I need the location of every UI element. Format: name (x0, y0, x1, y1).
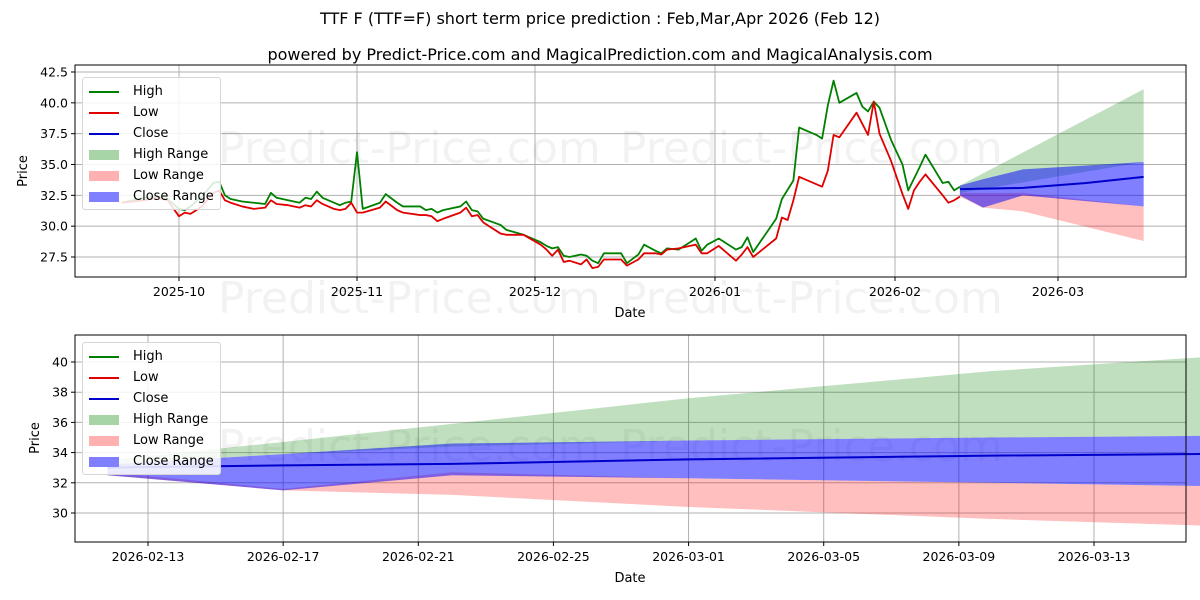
y-tick-label: 36 (52, 415, 68, 430)
legend-item-low: Low (89, 367, 214, 388)
top-axes-frame (74, 64, 1187, 278)
legend-item-low: Low (89, 102, 214, 123)
high-range-band (107, 357, 1200, 465)
legend-line-swatch-icon (89, 355, 119, 358)
legend-item-high: High (89, 81, 214, 102)
y-tick-label: 35.0 (40, 157, 68, 172)
y-tick-label: 42.5 (40, 65, 68, 80)
y-tick-label: 40 (52, 355, 68, 370)
legend-line-swatch-icon (89, 397, 119, 400)
x-tick-label: 2026-02-25 (517, 549, 590, 564)
svg-text:Predict-Price.com: Predict-Price.com (620, 273, 1003, 324)
high-line (121, 79, 961, 265)
legend-line-swatch-icon (89, 90, 119, 93)
legend-item-high-range: High Range (89, 144, 214, 165)
y-tick-label: 37.5 (40, 126, 68, 141)
legend-line-swatch-icon (89, 376, 119, 379)
close-range-band (107, 435, 1200, 491)
chart-title: TTF F (TTF=F) short term price predictio… (319, 9, 881, 28)
legend-line-swatch-icon (89, 132, 119, 135)
bottom-ticks: 30 32 34 36 38 40 2026-02-13 2026-02-17 2026-02-… (52, 355, 1130, 565)
y-tick-label: 27.5 (40, 250, 68, 265)
legend-item-close-range: Close Range (89, 451, 214, 472)
top-price-chart: Predict-Price.com Predict-Price.com Pred… (16, 64, 1187, 324)
legend-patch-swatch-icon (89, 456, 119, 467)
legend-label: Close (133, 391, 169, 406)
x-tick-label: 2026-03 (1032, 284, 1084, 299)
close-line (959, 175, 1144, 191)
legend-label: Close Range (133, 454, 214, 469)
y-tick-label: 30 (52, 506, 68, 521)
y-tick-label: 34 (52, 445, 68, 460)
x-tick-label: 2026-02-21 (382, 549, 455, 564)
svg-text:Predict-Price.com: Predict-Price.com (620, 123, 1003, 174)
x-tick-label: 2026-02-17 (247, 549, 320, 564)
legend-label: Low Range (133, 433, 204, 448)
legend-patch-swatch-icon (89, 435, 119, 446)
x-tick-label: 2026-03-09 (923, 549, 996, 564)
x-tick-label: 2025-12 (509, 284, 561, 299)
top-ticks: 27.5 30.0 32.5 35.0 37.5 40.0 42.5 2025-10 2025-… (40, 65, 1084, 300)
top-series (121, 79, 1144, 270)
top-watermark: Predict-Price.com Predict-Price.com Pred… (218, 123, 1003, 324)
x-tick-label: 2026-02-13 (112, 549, 185, 564)
bottom-x-axis-label: Date (614, 571, 645, 586)
top-x-axis-label: Date (614, 306, 645, 321)
y-tick-label: 38 (52, 385, 68, 400)
legend-patch-swatch-icon (89, 414, 119, 425)
x-tick-label: 2026-03-05 (787, 549, 860, 564)
bottom-forecast-chart: Predict-Price.com Predict-Price.com 3032… (28, 334, 1200, 586)
svg-text:Predict-Price.com: Predict-Price.com (218, 273, 601, 324)
low-line (121, 100, 961, 270)
legend-label: High Range (133, 412, 209, 427)
low-range-band (959, 192, 1144, 241)
legend-item-close-range: Close Range (89, 186, 214, 207)
legend-label: Low (133, 370, 159, 385)
legend-item-low-range: Low Range (89, 165, 214, 186)
legend-patch-swatch-icon (89, 149, 119, 160)
top-legend: High Low Close High Range Low Range Close Ran… (82, 77, 221, 210)
bottom-series (107, 357, 1200, 526)
legend-item-close: Close (89, 123, 214, 144)
y-tick-label: 32.5 (40, 188, 68, 203)
legend-label: Close (133, 126, 169, 141)
x-tick-label: 2026-03-13 (1058, 549, 1131, 564)
x-tick-label: 2025-11 (331, 284, 383, 299)
legend-item-low-range: Low Range (89, 430, 214, 451)
legend-patch-swatch-icon (89, 170, 119, 181)
top-grid (75, 65, 1186, 277)
legend-label: High Range (133, 147, 209, 162)
legend-patch-swatch-icon (89, 191, 119, 202)
y-tick-label: 30.0 (40, 219, 68, 234)
legend-item-close: Close (89, 388, 214, 409)
x-tick-label: 2026-02 (869, 284, 921, 299)
svg-text:Predict-Price.com: Predict-Price.com (218, 123, 601, 174)
x-tick-label: 2025-10 (153, 284, 205, 299)
bottom-legend: High Low Close High Range Low Range Close Ran… (82, 342, 221, 475)
legend-label: Low Range (133, 168, 204, 183)
legend-item-high-range: High Range (89, 409, 214, 430)
legend-label: Close Range (133, 189, 214, 204)
legend-label: Low (133, 105, 159, 120)
top-y-axis-label: Price (16, 155, 31, 187)
bottom-y-axis-label: Price (28, 422, 43, 454)
legend-item-high: High (89, 346, 214, 367)
legend-label: High (133, 84, 163, 99)
x-tick-label: 2026-03-01 (652, 549, 725, 564)
legend-line-swatch-icon (89, 111, 119, 114)
y-tick-label: 40.0 (40, 95, 68, 110)
low-range-band (107, 472, 1200, 526)
x-tick-label: 2026-01 (689, 284, 741, 299)
legend-label: High (133, 349, 163, 364)
bottom-axes-frame (74, 334, 1187, 543)
y-tick-label: 32 (52, 475, 68, 490)
chart-subtitle: powered by Predict-Price.com and Magical… (267, 45, 933, 64)
